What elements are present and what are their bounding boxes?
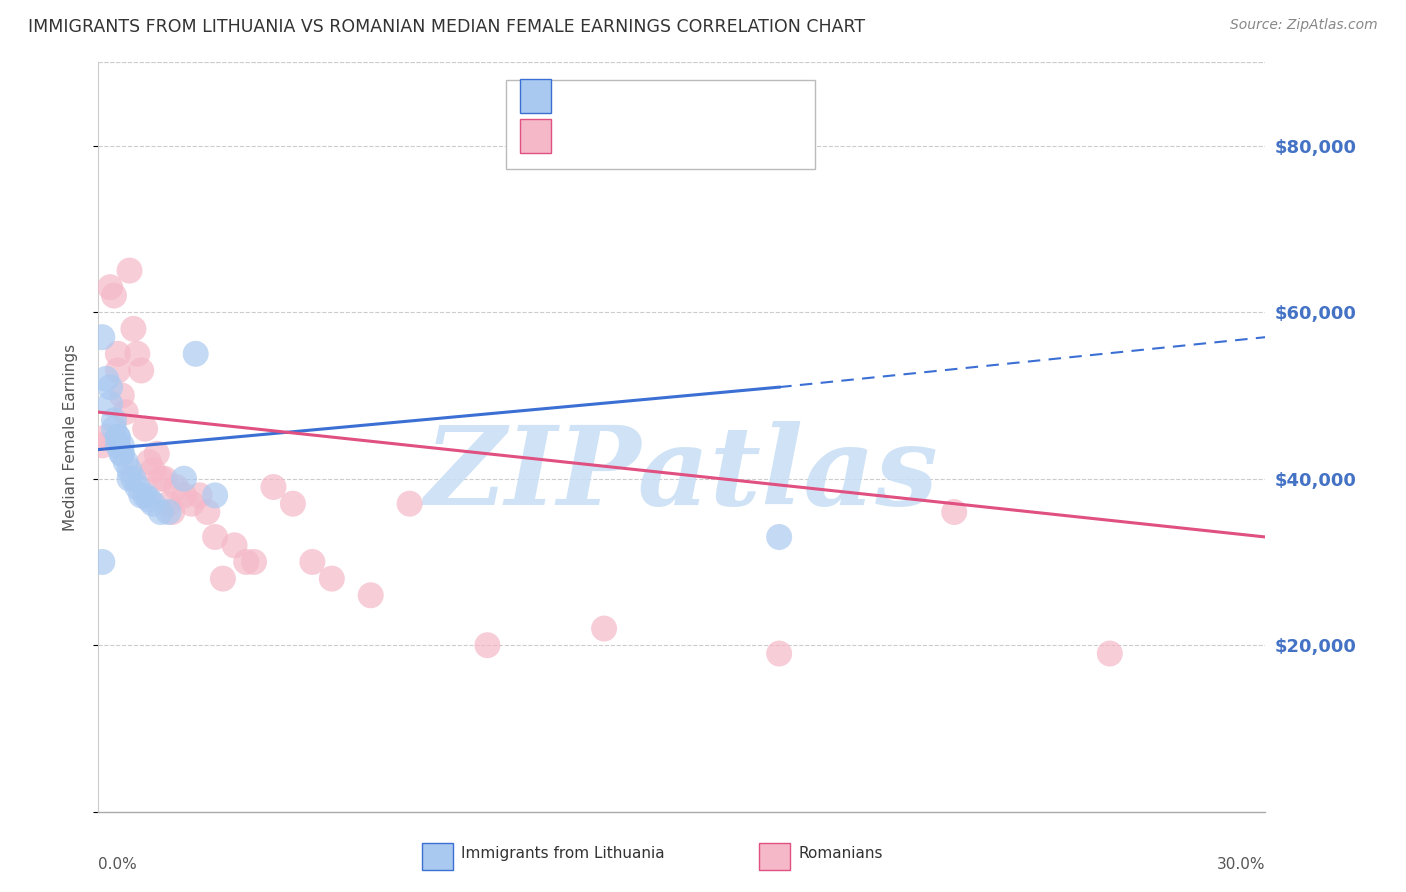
Point: [98, 280, 121, 294]
Point: [204, 488, 226, 502]
Point: [142, 463, 165, 477]
Point: [173, 472, 195, 486]
Text: R = -0.241: R = -0.241: [560, 128, 650, 146]
Point: [162, 505, 184, 519]
Y-axis label: Median Female Earnings: Median Female Earnings: [63, 343, 77, 531]
Point: [107, 347, 129, 361]
Point: [173, 488, 195, 502]
Point: [235, 555, 257, 569]
Point: [111, 388, 134, 402]
Point: [149, 505, 172, 519]
Text: R =  0.219: R = 0.219: [560, 89, 648, 107]
Point: [138, 455, 160, 469]
Point: [103, 288, 125, 302]
Text: IMMIGRANTS FROM LITHUANIA VS ROMANIAN MEDIAN FEMALE EARNINGS CORRELATION CHART: IMMIGRANTS FROM LITHUANIA VS ROMANIAN ME…: [28, 18, 865, 36]
Point: [134, 488, 156, 502]
Point: [114, 405, 136, 419]
Point: [127, 480, 149, 494]
Point: [91, 555, 114, 569]
Point: [180, 497, 202, 511]
Point: [204, 530, 226, 544]
Text: Immigrants from Lithuania: Immigrants from Lithuania: [461, 846, 665, 861]
Point: [98, 397, 121, 411]
Point: [134, 422, 156, 436]
Point: [149, 472, 172, 486]
Point: [114, 455, 136, 469]
Point: [1098, 647, 1121, 661]
Text: 0.0%: 0.0%: [98, 856, 138, 871]
Text: N = 28: N = 28: [689, 89, 751, 107]
Point: [98, 380, 121, 394]
Point: [107, 438, 129, 452]
Point: [943, 505, 966, 519]
Point: [157, 497, 180, 511]
Point: [224, 538, 246, 552]
Text: 30.0%: 30.0%: [1218, 856, 1265, 871]
Point: [477, 638, 499, 652]
Point: [91, 330, 114, 344]
Point: [768, 647, 790, 661]
Point: [111, 447, 134, 461]
Point: [127, 347, 149, 361]
Point: [243, 555, 266, 569]
Point: [212, 572, 235, 586]
Point: [103, 413, 125, 427]
Point: [122, 472, 145, 486]
Point: [301, 555, 323, 569]
Point: [118, 463, 141, 477]
Point: [398, 497, 420, 511]
Point: [129, 488, 152, 502]
Text: Source: ZipAtlas.com: Source: ZipAtlas.com: [1230, 18, 1378, 32]
Text: N = 41: N = 41: [689, 128, 751, 146]
Point: [138, 492, 160, 507]
Point: [188, 488, 211, 502]
Point: [360, 588, 382, 602]
Point: [281, 497, 304, 511]
Point: [103, 422, 125, 436]
Point: [118, 472, 141, 486]
Point: [165, 480, 187, 494]
Point: [111, 438, 134, 452]
Point: [129, 363, 152, 377]
Point: [96, 430, 118, 444]
Point: [321, 572, 343, 586]
Point: [195, 505, 218, 519]
Text: Romanians: Romanians: [799, 846, 883, 861]
Point: [184, 347, 207, 361]
Point: [111, 447, 134, 461]
Point: [146, 447, 169, 461]
Point: [142, 497, 165, 511]
Point: [262, 480, 284, 494]
Point: [107, 430, 129, 444]
Point: [107, 363, 129, 377]
Point: [91, 438, 114, 452]
Point: [157, 505, 180, 519]
Point: [153, 472, 176, 486]
Point: [768, 530, 790, 544]
Text: ZIPatlas: ZIPatlas: [425, 421, 939, 528]
Point: [122, 322, 145, 336]
Point: [96, 372, 118, 386]
Point: [107, 430, 129, 444]
Point: [593, 622, 616, 636]
Point: [118, 263, 141, 277]
